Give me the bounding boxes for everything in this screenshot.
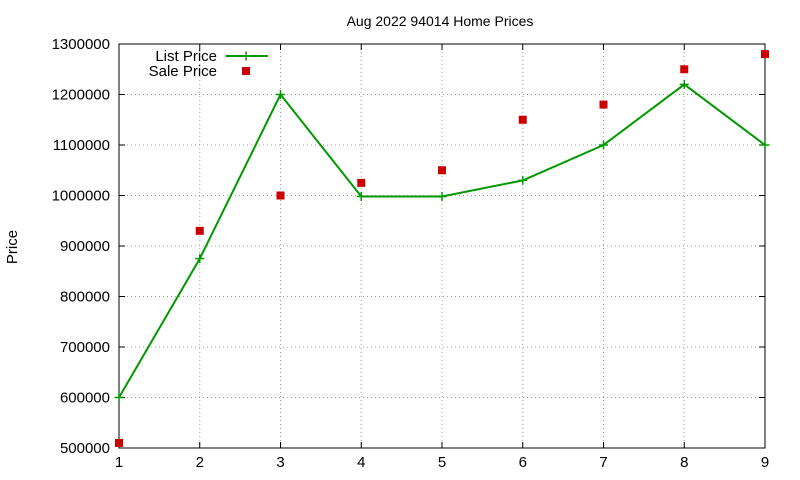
plot-frame <box>118 43 766 449</box>
list-price-point <box>276 90 285 99</box>
y-tick-label: 1200000 <box>52 87 110 104</box>
y-axis-label: Price <box>4 230 21 264</box>
legend-swatch-cross <box>241 51 251 61</box>
x-tick-label: 4 <box>357 454 365 471</box>
x-tick-label: 2 <box>196 454 204 471</box>
tick-layer: 500000 600000 700000 800000 900000 1000000 110… <box>52 36 770 471</box>
y-tick-label: 500000 <box>60 440 110 457</box>
y-tick-label: 1100000 <box>53 137 110 154</box>
legend-label: Sale Price <box>149 63 217 80</box>
series-sale-price <box>115 50 769 447</box>
y-tick-label: 900000 <box>60 238 110 255</box>
sale-price-point <box>115 438 123 447</box>
x-tick-label: 6 <box>519 454 527 471</box>
list-price-point <box>679 79 689 89</box>
list-price-point <box>518 175 528 185</box>
series-list-price <box>114 79 770 402</box>
sale-price-point <box>518 115 527 124</box>
list-price-point <box>356 192 366 202</box>
series-layer <box>114 50 770 447</box>
y-tick-label: 800000 <box>60 289 110 306</box>
y-tick-label: 1300000 <box>52 36 110 53</box>
x-tick-label: 1 <box>115 454 123 471</box>
sale-price-point <box>438 166 446 175</box>
y-tick-label: 600000 <box>60 390 110 407</box>
sale-price-point <box>195 226 204 235</box>
y-tick-label: 1000000 <box>52 188 110 205</box>
sale-price-point <box>599 100 608 109</box>
list-price-point <box>599 140 608 150</box>
list-price-point <box>114 393 124 402</box>
list-price-point <box>195 254 205 264</box>
x-tick-label: 8 <box>680 454 688 471</box>
legend-swatch-square <box>242 67 250 75</box>
x-tick-label: 7 <box>599 454 607 471</box>
list-price-point <box>437 192 447 202</box>
grid-layer <box>119 44 765 448</box>
chart-title: Aug 2022 94014 Home Prices <box>347 13 534 29</box>
legend-label: List Price <box>155 48 217 65</box>
x-tick-label: 5 <box>438 454 446 471</box>
sale-price-point <box>680 65 689 74</box>
list-price-point <box>760 140 770 150</box>
x-tick-label: 9 <box>761 454 769 471</box>
sale-price-point <box>761 50 769 59</box>
y-tick-label: 700000 <box>60 339 110 356</box>
sale-price-point <box>276 191 285 200</box>
x-tick-label: 3 <box>276 454 284 471</box>
sale-price-point <box>357 178 366 187</box>
